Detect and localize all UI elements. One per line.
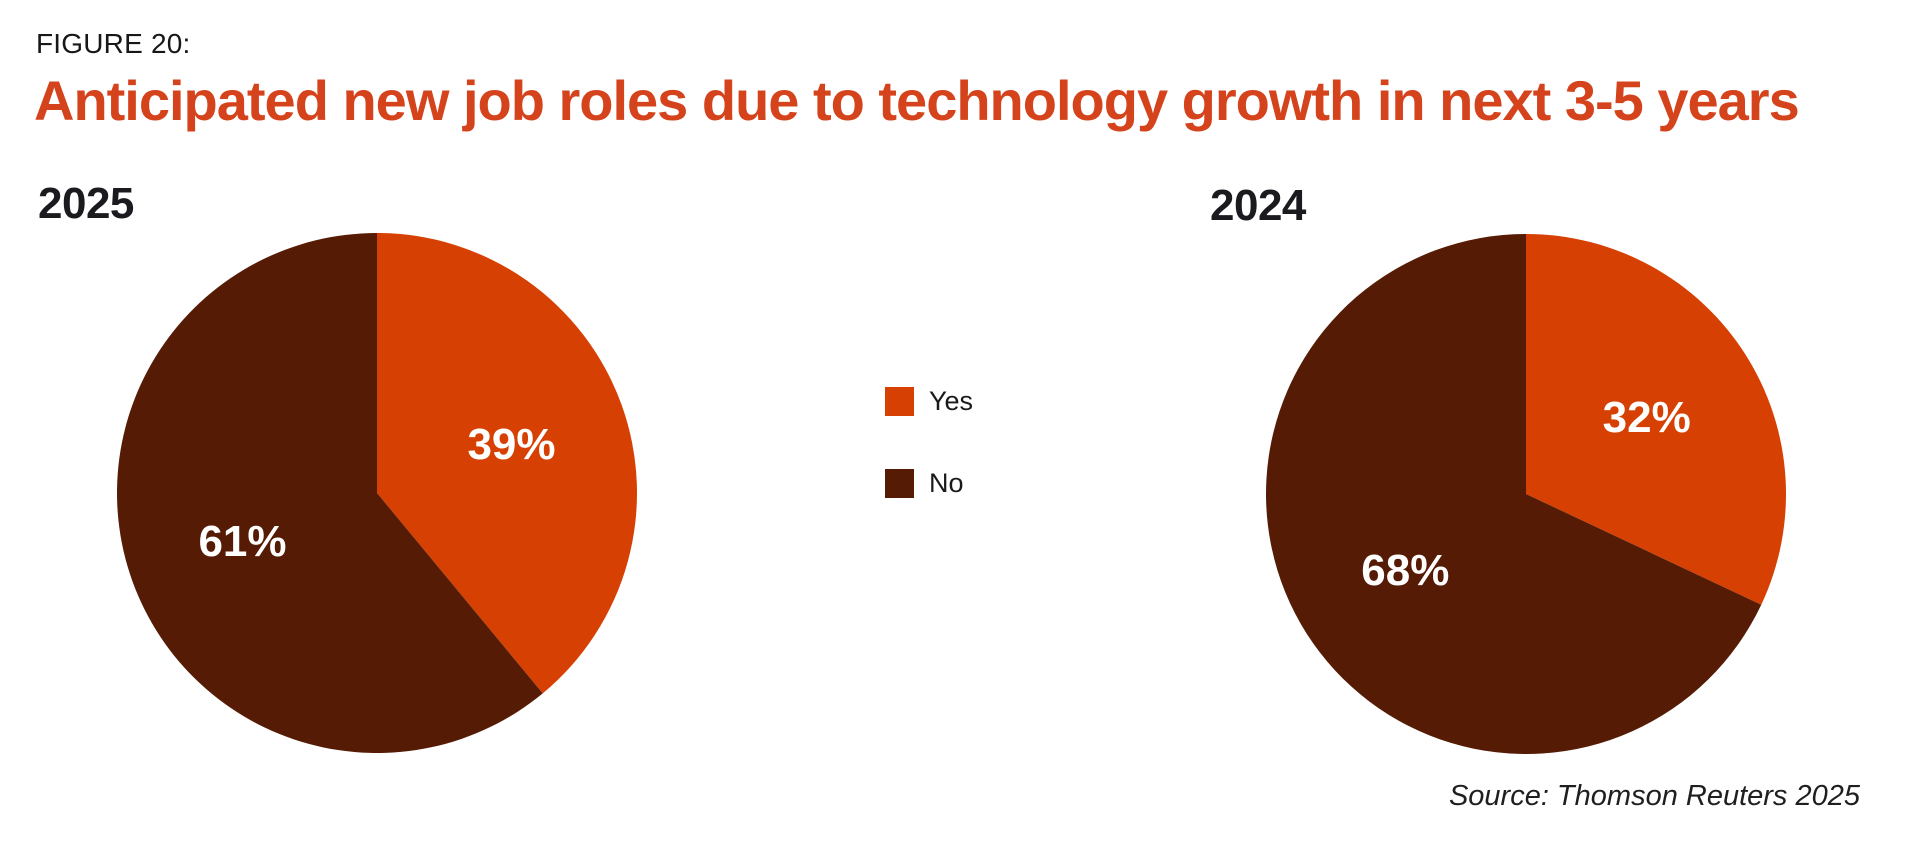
legend-swatch-no-icon bbox=[885, 468, 914, 498]
pie-value-label-yes-2024: 32% bbox=[1603, 393, 1691, 442]
legend-label-no: No bbox=[929, 467, 964, 498]
pie-value-label-no-2024: 68% bbox=[1361, 546, 1449, 595]
figure-label: FIGURE 20: bbox=[36, 28, 191, 59]
legend-label-yes: Yes bbox=[929, 385, 974, 416]
pie-chart-2024: 32% 68% bbox=[1266, 234, 1786, 754]
legend-item-yes: Yes bbox=[885, 386, 973, 416]
pie-slice-yes-2024 bbox=[1526, 234, 1786, 605]
source-attribution: Source: Thomson Reuters 2025 bbox=[1448, 780, 1860, 812]
chart-year-label-2025: 2025 bbox=[38, 179, 134, 228]
figure-title: Anticipated new job roles due to technol… bbox=[34, 69, 1800, 132]
pie-slice-yes-2025 bbox=[377, 233, 637, 694]
pie-slice-no-2025 bbox=[117, 233, 543, 753]
chart-year-label-2024: 2024 bbox=[1210, 181, 1306, 230]
pie-chart-2025: 39% 61% bbox=[117, 233, 637, 753]
legend-swatch-yes-icon bbox=[885, 386, 914, 416]
legend: Yes No bbox=[885, 386, 973, 550]
pie-slice-no-2024 bbox=[1266, 234, 1762, 754]
legend-item-no: No bbox=[885, 468, 973, 498]
pie-value-label-yes-2025: 39% bbox=[467, 420, 555, 469]
pie-value-label-no-2025: 61% bbox=[198, 517, 286, 566]
